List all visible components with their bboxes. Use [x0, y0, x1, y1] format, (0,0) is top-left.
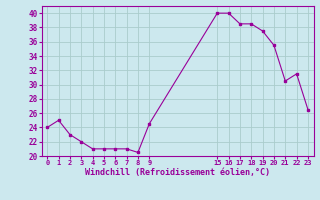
X-axis label: Windchill (Refroidissement éolien,°C): Windchill (Refroidissement éolien,°C) — [85, 168, 270, 177]
